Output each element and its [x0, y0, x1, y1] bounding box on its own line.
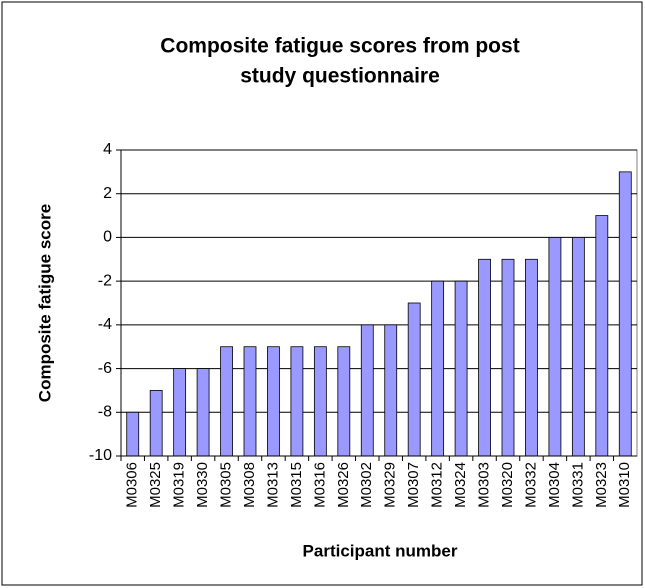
y-tick-label: -10 — [89, 447, 112, 464]
bar — [548, 237, 562, 457]
bar — [196, 368, 210, 457]
chart-title: Composite fatigue scores from post — [160, 35, 519, 58]
x-tick-label: M0331 — [569, 462, 586, 508]
x-tick-label: M0303 — [476, 462, 493, 508]
x-tick-label: M0313 — [264, 462, 281, 508]
bar — [618, 171, 632, 457]
x-tick-label: M0320 — [499, 462, 516, 508]
y-tick-label: -8 — [98, 404, 112, 421]
x-tick-label: M0306 — [124, 462, 141, 508]
y-axis-title: Composite fatigue score — [35, 204, 54, 402]
x-tick-label: M0330 — [194, 462, 211, 508]
bar — [431, 280, 445, 457]
y-tick-label: 0 — [103, 229, 112, 246]
x-tick-label: M0308 — [241, 462, 258, 508]
x-tick-label: M0332 — [522, 462, 539, 508]
x-axis-title: Participant number — [303, 541, 458, 560]
x-tick-label: M0305 — [218, 462, 235, 508]
bar — [313, 346, 327, 457]
bar — [290, 346, 304, 457]
x-tick-label: M0323 — [593, 462, 610, 508]
bar — [337, 346, 351, 457]
bar — [571, 237, 585, 457]
bar — [501, 258, 515, 457]
x-tick-label: M0315 — [288, 462, 305, 508]
bar — [525, 258, 538, 457]
y-tick-label: -4 — [98, 316, 112, 333]
y-tick-label: 4 — [103, 141, 112, 158]
x-tick-label: M0302 — [358, 462, 375, 508]
y-tick-label: 2 — [103, 185, 112, 202]
bar — [407, 302, 421, 457]
bar — [384, 324, 398, 457]
bar — [243, 346, 257, 457]
bar — [595, 215, 609, 457]
x-tick-label: M0325 — [147, 462, 164, 508]
x-tick-label: M0307 — [405, 462, 422, 508]
bar — [478, 258, 491, 457]
x-tick-label: M0310 — [616, 462, 633, 508]
y-tick-label: -2 — [98, 272, 112, 289]
chart-title: study questionnaire — [240, 65, 440, 88]
x-tick-label: M0312 — [429, 462, 446, 508]
x-tick-label: M0324 — [452, 462, 469, 508]
bar — [220, 346, 233, 457]
x-tick-label: M0329 — [382, 462, 399, 508]
x-tick-label: M0316 — [311, 462, 328, 508]
y-tick-label: -6 — [98, 360, 112, 377]
bar — [454, 280, 468, 457]
bar — [173, 368, 187, 457]
bar — [360, 324, 374, 457]
bar — [126, 411, 140, 457]
x-tick-label: M0319 — [171, 462, 188, 508]
bar — [149, 390, 163, 457]
x-tick-label: M0326 — [335, 462, 352, 508]
bar — [267, 346, 280, 457]
x-tick-label: M0304 — [546, 462, 563, 508]
